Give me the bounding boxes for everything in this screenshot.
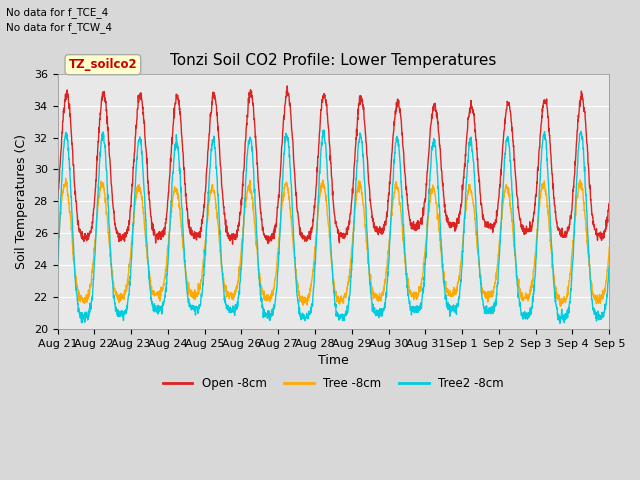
Open -8cm [572, 142, 580, 148]
Tree -8cm [494, 258, 502, 264]
Open -8cm [350, 175, 358, 181]
Tree2 -8cm [556, 321, 564, 326]
Y-axis label: Soil Temperatures (C): Soil Temperatures (C) [15, 134, 28, 269]
Line: Tree2 -8cm: Tree2 -8cm [58, 130, 609, 324]
Tree -8cm [557, 303, 564, 309]
Line: Open -8cm: Open -8cm [58, 86, 609, 244]
Tree -8cm [349, 225, 357, 231]
Line: Tree -8cm: Tree -8cm [58, 179, 609, 306]
Tree -8cm [208, 186, 216, 192]
Open -8cm [284, 83, 291, 89]
Tree2 -8cm [557, 314, 564, 320]
Open -8cm [228, 241, 236, 247]
Text: TZ_soilco2: TZ_soilco2 [68, 58, 137, 71]
Tree -8cm [557, 303, 564, 309]
Title: Tonzi Soil CO2 Profile: Lower Temperatures: Tonzi Soil CO2 Profile: Lower Temperatur… [170, 53, 497, 68]
Open -8cm [54, 194, 61, 200]
Open -8cm [362, 134, 369, 140]
Tree2 -8cm [54, 264, 61, 270]
X-axis label: Time: Time [318, 354, 349, 367]
Tree -8cm [362, 223, 369, 229]
Legend: Open -8cm, Tree -8cm, Tree2 -8cm: Open -8cm, Tree -8cm, Tree2 -8cm [158, 372, 509, 395]
Tree2 -8cm [349, 229, 357, 235]
Tree -8cm [54, 244, 61, 250]
Open -8cm [605, 200, 613, 206]
Tree2 -8cm [605, 263, 613, 269]
Tree2 -8cm [320, 127, 328, 133]
Text: No data for f_TCW_4: No data for f_TCW_4 [6, 22, 113, 33]
Tree -8cm [605, 244, 613, 250]
Tree2 -8cm [207, 145, 215, 151]
Tree -8cm [572, 202, 580, 208]
Open -8cm [557, 227, 564, 233]
Tree2 -8cm [572, 186, 580, 192]
Open -8cm [207, 109, 215, 115]
Text: No data for f_TCE_4: No data for f_TCE_4 [6, 7, 109, 18]
Tree2 -8cm [362, 197, 369, 203]
Open -8cm [494, 200, 502, 206]
Tree -8cm [62, 176, 70, 181]
Tree2 -8cm [494, 281, 502, 287]
